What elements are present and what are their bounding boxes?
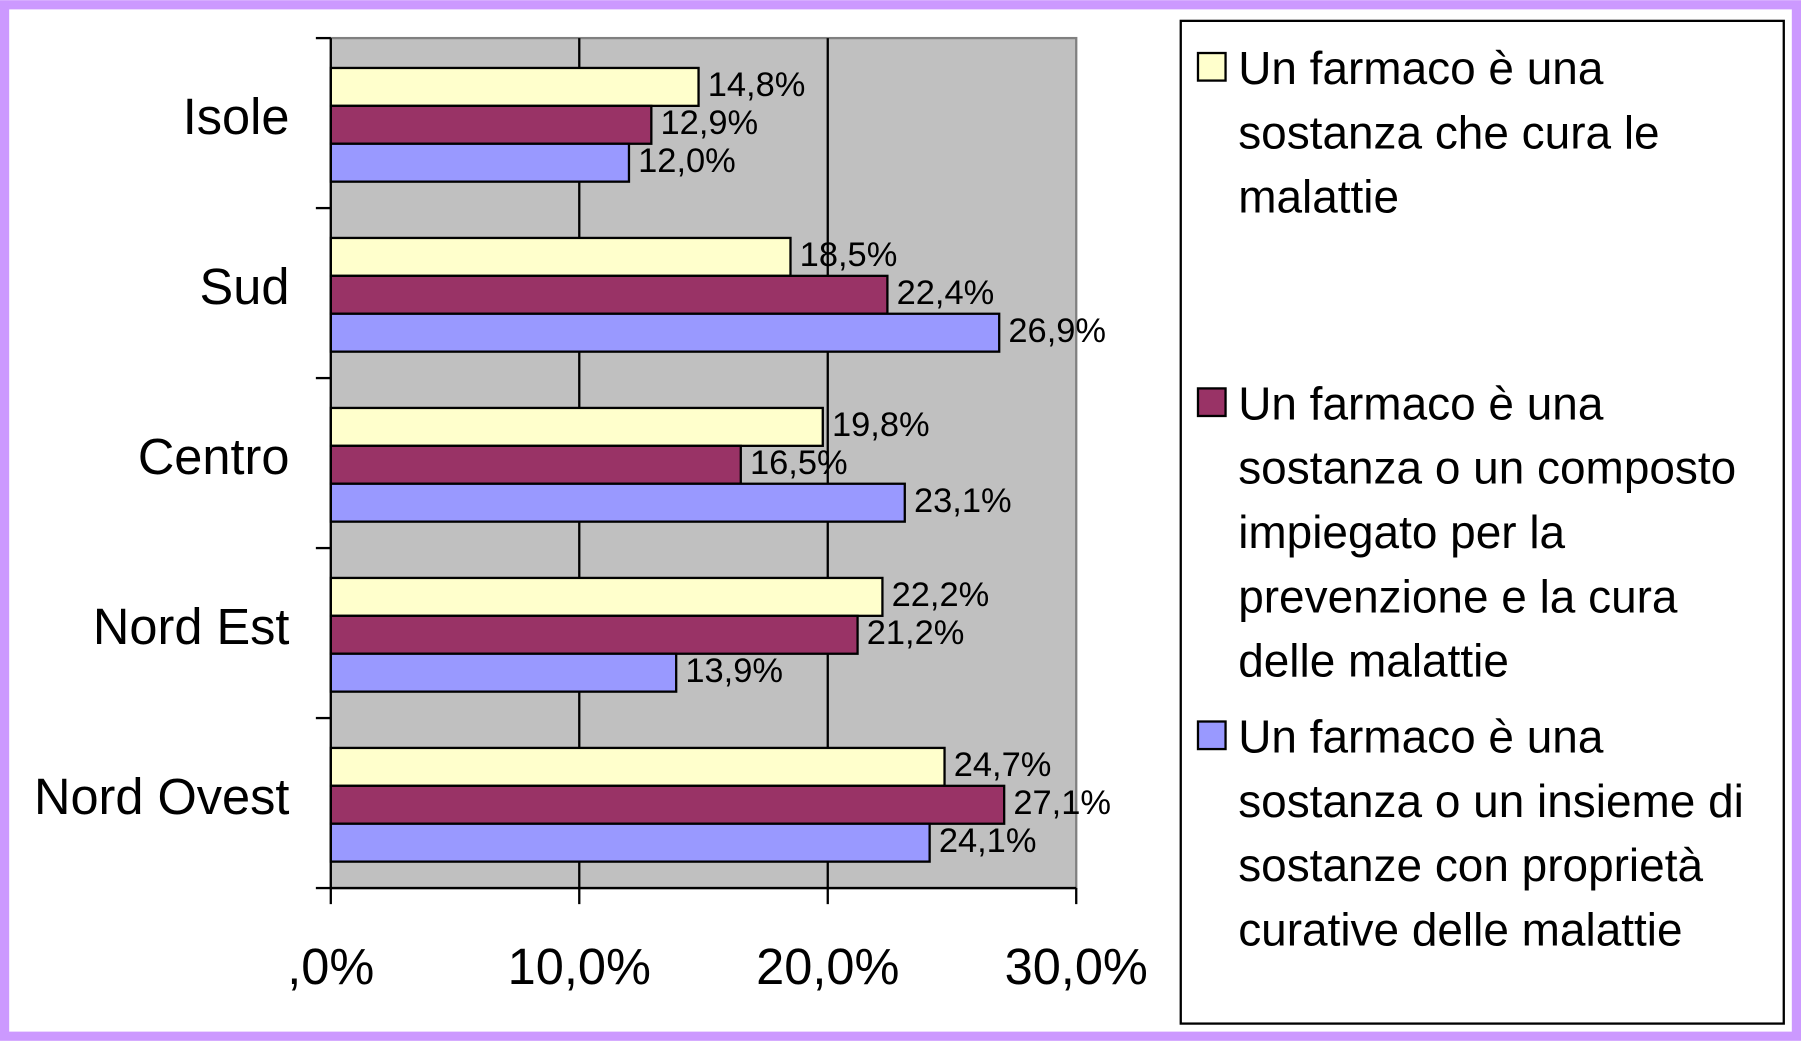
legend-label: Un farmaco è una sostanza o un composto … bbox=[1238, 379, 1737, 688]
value-label: 14,8% bbox=[708, 66, 806, 104]
x-tick-label: 20,0% bbox=[756, 938, 899, 995]
bar bbox=[329, 66, 700, 108]
bar bbox=[329, 274, 889, 315]
value-label: 24,7% bbox=[954, 746, 1052, 784]
bar bbox=[329, 142, 631, 183]
value-label: 12,0% bbox=[638, 142, 736, 180]
x-tick-label: 30,0% bbox=[1005, 938, 1148, 995]
legend-label: Un farmaco è una sostanza che cura le ma… bbox=[1238, 43, 1660, 224]
bars: 14,8%12,9%12,0% 18,5%22,4% 26,9% 19,8%16,5%… bbox=[329, 66, 1111, 863]
bar bbox=[329, 822, 931, 863]
axes: ,0% 10,0% 20,0% 30,0% Isole Sud Centro Nord Est… bbox=[34, 36, 1148, 995]
bar bbox=[329, 236, 792, 277]
y-tick-label: Isole bbox=[183, 88, 290, 145]
value-label: 13,9% bbox=[685, 652, 783, 690]
y-tick-label: Nord Est bbox=[93, 598, 290, 655]
bar bbox=[329, 104, 653, 145]
value-label: 18,5% bbox=[800, 236, 898, 274]
value-label: 22,4% bbox=[897, 274, 995, 312]
legend-entry: Un farmaco è una sostanza che cura le ma… bbox=[1238, 43, 1660, 224]
value-label: 24,1% bbox=[939, 822, 1037, 860]
value-label: 26,9% bbox=[1008, 312, 1106, 350]
value-label: 16,5% bbox=[750, 444, 848, 482]
bar bbox=[329, 784, 1006, 825]
legend-swatch bbox=[1196, 720, 1227, 751]
y-tick-label: Sud bbox=[200, 258, 290, 315]
bar bbox=[329, 444, 742, 485]
value-label: 21,2% bbox=[867, 614, 965, 652]
legend-label: Un farmaco è una sostanza o un insieme d… bbox=[1238, 712, 1744, 956]
y-tick-label: Centro bbox=[138, 428, 290, 485]
value-label: 23,1% bbox=[914, 482, 1012, 520]
legend-entry: Un farmaco è una sostanza o un insieme d… bbox=[1238, 712, 1744, 956]
bar bbox=[329, 312, 1001, 353]
bar bbox=[329, 576, 884, 617]
x-tick-label: ,0% bbox=[287, 938, 374, 995]
legend-swatch bbox=[1196, 387, 1227, 418]
legend-entry: Un farmaco è una sostanza o un composto … bbox=[1238, 379, 1737, 688]
bar bbox=[329, 406, 824, 447]
x-tick-label: 10,0% bbox=[508, 938, 651, 995]
value-label: 27,1% bbox=[1013, 784, 1111, 822]
legend bbox=[1179, 19, 1785, 1025]
value-label: 19,8% bbox=[832, 406, 930, 444]
bar bbox=[329, 746, 946, 787]
value-label: 22,2% bbox=[892, 576, 990, 614]
bar bbox=[329, 614, 859, 655]
value-label: 12,9% bbox=[661, 104, 759, 142]
bar bbox=[329, 652, 678, 693]
legend-swatch bbox=[1196, 51, 1227, 82]
y-tick-label: Nord Ovest bbox=[34, 768, 289, 825]
bar bbox=[329, 482, 906, 523]
